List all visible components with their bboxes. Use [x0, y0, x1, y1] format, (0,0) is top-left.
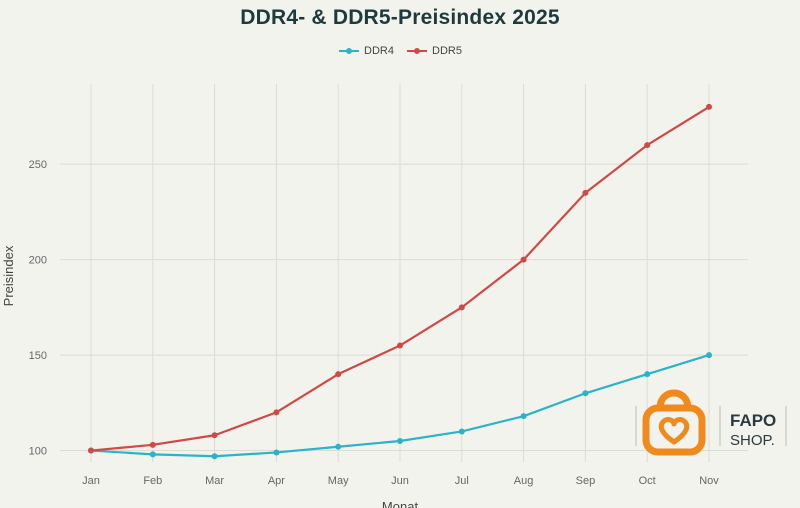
x-tick-label-apr: Apr: [268, 475, 285, 487]
y-tick-label-150: 150: [29, 350, 47, 362]
x-tick-label-jul: Jul: [455, 475, 469, 487]
x-tick-label-jun: Jun: [391, 475, 409, 487]
data-point-ddr5-jan[interactable]: [88, 447, 94, 454]
fapo-shop-watermark: FAPO SHOP.: [635, 389, 787, 456]
data-point-ddr5-nov[interactable]: [706, 103, 712, 110]
data-point-ddr4-jul[interactable]: [458, 428, 465, 435]
y-tick-label-250: 250: [29, 159, 47, 171]
legend-swatch-ddr5: [407, 48, 427, 54]
series-layer: [88, 103, 712, 460]
y-axis-label: Preisindex: [1, 245, 16, 306]
y-tick-label-100: 100: [29, 446, 47, 458]
horizontal-gridlines: [60, 163, 748, 452]
data-point-ddr5-feb[interactable]: [149, 441, 156, 448]
x-tick-label-mar: Mar: [205, 475, 224, 487]
data-point-ddr4-jun[interactable]: [397, 438, 403, 444]
data-point-ddr5-may[interactable]: [335, 371, 342, 378]
data-point-ddr5-mar[interactable]: [211, 432, 218, 439]
x-tick-label-feb: Feb: [143, 475, 162, 487]
x-tick-label-may: May: [328, 475, 349, 487]
x-tick-label-oct: Oct: [639, 475, 656, 487]
watermark-brand-top: FAPO: [730, 411, 776, 430]
data-point-ddr5-apr[interactable]: [273, 409, 280, 416]
legend-item-ddr4[interactable]: DDR4: [338, 45, 394, 57]
legend-swatch-ddr4: [339, 48, 360, 54]
data-point-ddr5-sep[interactable]: [582, 189, 589, 196]
legend-label-ddr5: DDR5: [432, 45, 462, 57]
x-axis-ticks: Jan Feb Mar Apr May Jun Jul Aug Sep Oct Nov: [82, 475, 719, 487]
x-axis-label: Monat: [382, 499, 419, 508]
legend-label-ddr4: DDR4: [364, 45, 394, 57]
watermark-brand-bottom: SHOP.: [730, 432, 775, 449]
data-point-ddr5-jun[interactable]: [397, 342, 403, 349]
data-point-ddr5-jul[interactable]: [458, 304, 465, 311]
data-point-ddr5-aug[interactable]: [520, 256, 527, 263]
shopping-bag-heart-icon: [642, 389, 706, 456]
y-axis-ticks: 100 150 200 250: [29, 159, 47, 457]
x-tick-label-aug: Aug: [514, 475, 534, 487]
data-point-ddr4-aug[interactable]: [520, 413, 527, 420]
data-point-ddr4-sep[interactable]: [582, 390, 589, 397]
x-tick-label-sep: Sep: [576, 475, 596, 487]
legend-item-ddr5[interactable]: DDR5: [406, 45, 462, 57]
y-tick-label-200: 200: [29, 255, 47, 267]
data-point-ddr4-apr[interactable]: [273, 449, 280, 456]
data-point-ddr5-oct[interactable]: [644, 142, 651, 149]
x-tick-label-jan: Jan: [82, 475, 100, 487]
chart-title: DDR4- & DDR5-Preisindex 2025: [240, 6, 560, 29]
data-point-ddr4-oct[interactable]: [644, 371, 651, 378]
vertical-gridlines: [90, 84, 710, 462]
x-tick-label-nov: Nov: [699, 475, 719, 487]
data-point-ddr4-mar[interactable]: [211, 453, 218, 460]
data-point-ddr4-nov[interactable]: [706, 352, 712, 359]
legend: DDR4 DDR5: [0, 45, 800, 57]
data-point-ddr4-feb[interactable]: [149, 451, 156, 458]
data-point-ddr4-may[interactable]: [335, 443, 342, 450]
